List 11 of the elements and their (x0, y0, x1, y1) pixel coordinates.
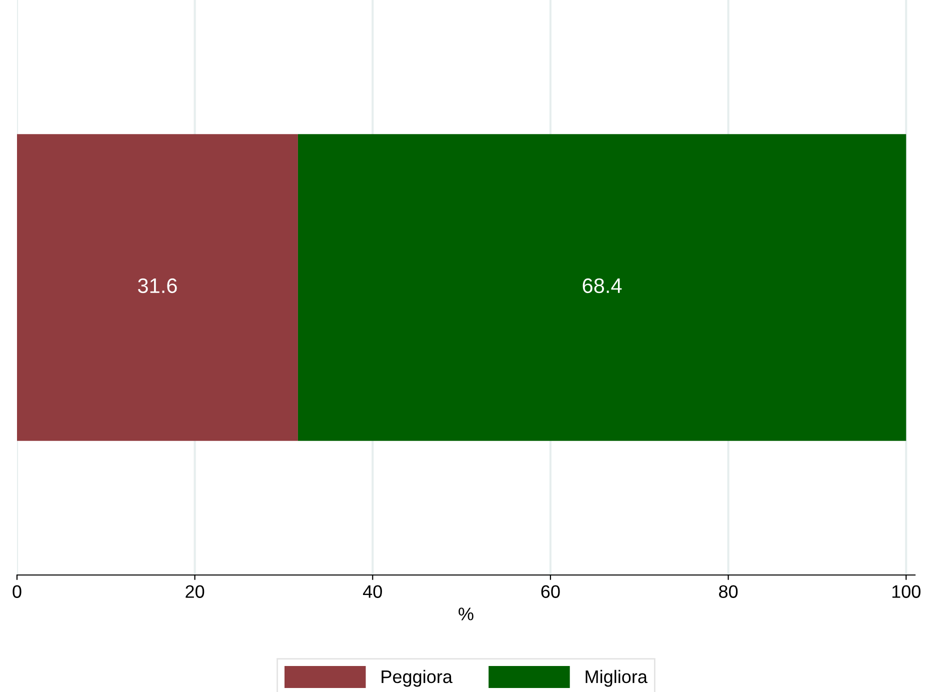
legend-label: Migliora (586, 670, 648, 687)
data-label: 31.6 (138, 278, 177, 294)
x-tick-label: 80 (719, 585, 738, 598)
data-label: 68.4 (582, 278, 622, 294)
x-tick-label: 0 (12, 585, 22, 598)
x-tick-label: 60 (541, 585, 560, 598)
x-tick-label: 40 (363, 585, 382, 598)
x-axis-title: % (458, 608, 474, 620)
legend-label: Peggiora (382, 670, 452, 687)
x-tick-label: 20 (186, 585, 204, 598)
x-tick-label: 100 (892, 585, 920, 598)
